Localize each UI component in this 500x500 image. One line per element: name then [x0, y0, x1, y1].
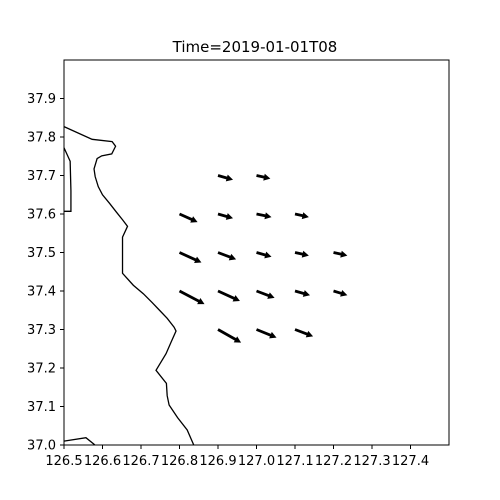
y-tick-label-0: 37.0 — [27, 439, 56, 454]
wind-vector-3 — [217, 212, 234, 220]
y-tick-label-9: 37.9 — [27, 92, 56, 107]
y-tick-label-2: 37.2 — [27, 362, 56, 377]
wind-vector-7 — [217, 251, 237, 261]
wind-vector-10 — [333, 250, 348, 258]
x-tick-label-8: 127.3 — [353, 454, 390, 469]
wind-vector-15 — [333, 289, 348, 297]
x-tick-label-9: 127.4 — [392, 454, 429, 469]
x-tick-label-2: 126.7 — [122, 454, 159, 469]
wind-vector-12 — [217, 289, 240, 302]
wind-vector-4 — [256, 212, 272, 220]
wind-vector-9 — [294, 250, 309, 258]
y-axis-ticks: 37.0 37.1 37.2 37.3 37.4 37.5 37.6 37.7 37.8 37.9 — [27, 92, 64, 454]
wind-vector-14 — [294, 289, 311, 297]
plot-frame — [63, 59, 450, 446]
wind-vector-16 — [217, 328, 242, 343]
y-tick-label-5: 37.5 — [27, 246, 56, 261]
x-tick-label-1: 126.6 — [84, 454, 121, 469]
y-tick-label-3: 37.3 — [27, 323, 56, 338]
wind-vector-6 — [178, 251, 202, 263]
y-tick-label-6: 37.6 — [27, 208, 56, 223]
coastline-layer — [63, 126, 195, 446]
x-tick-label-6: 127.1 — [276, 454, 313, 469]
x-tick-label-5: 127.0 — [238, 454, 275, 469]
wind-vector-13 — [256, 289, 275, 299]
coastline-1 — [63, 147, 72, 212]
wind-vector-2 — [178, 212, 198, 223]
x-tick-label-4: 126.9 — [199, 454, 236, 469]
coastline-0 — [63, 126, 195, 446]
y-tick-label-7: 37.7 — [27, 169, 56, 184]
y-tick-label-8: 37.8 — [27, 131, 56, 146]
vector-layer — [178, 173, 348, 343]
x-tick-label-7: 127.2 — [315, 454, 352, 469]
wind-vector-11 — [178, 289, 205, 305]
x-tick-label-0: 126.5 — [45, 454, 82, 469]
x-tick-label-3: 126.8 — [161, 454, 198, 469]
coastline-2 — [63, 436, 96, 446]
wind-vector-18 — [294, 328, 314, 338]
wind-vector-17 — [255, 328, 277, 339]
wind-vector-5 — [294, 212, 309, 220]
wind-vector-0 — [217, 174, 234, 182]
chart-title: Time=2019-01-01T08 — [172, 38, 338, 56]
y-tick-label-1: 37.1 — [27, 400, 56, 415]
x-axis-ticks: 126.5 126.6 126.7 126.8 126.9 127.0 127.1 127.2… — [45, 445, 429, 469]
wind-vector-8 — [256, 251, 272, 259]
wind-vector-1 — [256, 173, 271, 181]
y-tick-label-4: 37.4 — [27, 285, 56, 300]
